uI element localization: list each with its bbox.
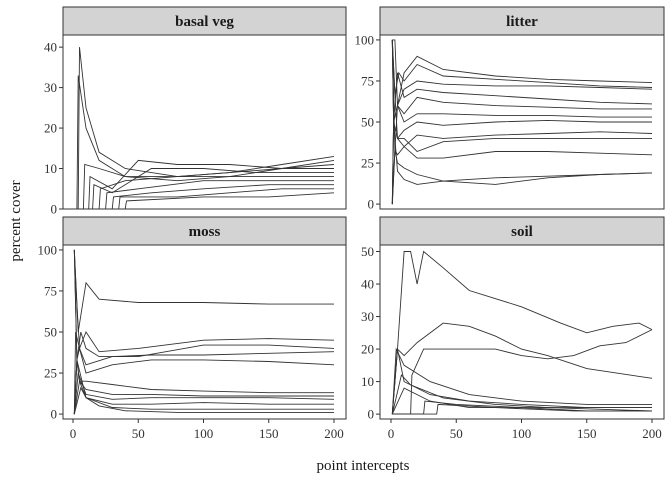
y-tick-label: 0 — [51, 407, 58, 422]
panel-area — [62, 34, 347, 210]
y-axis-title: percent cover — [8, 180, 24, 261]
y-tick-label: 25 — [361, 156, 374, 171]
series-line — [391, 39, 653, 185]
series-line — [73, 386, 334, 415]
facet-panels: basal veg010203040litter0255075100moss02… — [38, 6, 665, 441]
x-tick-label: 200 — [642, 426, 662, 441]
series-line — [73, 249, 335, 353]
series-line — [74, 163, 335, 210]
strip-label: litter — [506, 14, 538, 30]
x-tick-label: 0 — [70, 426, 77, 441]
panel-area — [379, 244, 665, 420]
x-axis-title: point intercepts — [317, 458, 410, 474]
strip-label: soil — [511, 224, 533, 240]
y-tick-label: 10 — [44, 161, 57, 176]
x-tick-label: 100 — [194, 426, 214, 441]
strip-background — [62, 216, 347, 246]
series-line — [73, 249, 334, 333]
series-line — [392, 329, 653, 415]
strip-label: moss — [189, 224, 221, 240]
panel-soil: soil 0 10 20 30 40 50 0 50 100 150 200 — [361, 216, 665, 441]
x-tick-label: 50 — [132, 426, 145, 441]
series-line — [391, 39, 653, 123]
y-tick-label: 50 — [361, 244, 374, 259]
series-line — [73, 249, 335, 374]
series-line — [73, 331, 335, 415]
y-tick-label: 75 — [44, 283, 57, 298]
series-line — [391, 250, 653, 415]
series-line — [391, 349, 652, 415]
y-tick-label: 0 — [368, 197, 375, 212]
series-line — [73, 249, 334, 413]
x-tick-label: 50 — [450, 426, 463, 441]
series-line — [73, 331, 335, 415]
x-tick-label: 100 — [512, 426, 532, 441]
y-tick-label: 10 — [361, 374, 374, 389]
x-tick-label: 150 — [577, 426, 597, 441]
y-tick-label: 30 — [44, 80, 57, 95]
y-tick-label: 100 — [38, 242, 58, 257]
series-line — [73, 359, 334, 415]
y-tick-label: 75 — [361, 73, 374, 88]
panel-basal-veg: basal veg 0 10 20 30 40 — [44, 6, 347, 217]
panel-area — [62, 244, 347, 420]
y-tick-label: 30 — [361, 309, 374, 324]
y-tick-label: 0 — [368, 407, 375, 422]
y-tick-label: 50 — [361, 115, 374, 130]
series-line — [391, 96, 652, 205]
series-line — [74, 159, 334, 210]
strip-background — [62, 6, 347, 36]
series-line — [73, 379, 334, 415]
y-tick-label: 0 — [51, 202, 58, 217]
y-tick-label: 20 — [361, 342, 374, 357]
series-line — [391, 374, 652, 415]
series-line — [391, 387, 653, 415]
series-line — [391, 39, 653, 148]
x-tick-label: 0 — [388, 426, 395, 441]
panel-moss: moss 0 25 50 75 100 0 50 100 150 200 — [38, 216, 347, 441]
panel-litter: litter 0 25 50 75 100 — [355, 6, 665, 212]
series-line — [392, 403, 652, 415]
strip-label: basal veg — [175, 14, 234, 30]
x-tick-label: 200 — [324, 426, 344, 441]
series-line — [73, 372, 335, 415]
y-tick-label: 20 — [44, 121, 57, 136]
series-line — [392, 39, 653, 106]
series-line — [391, 39, 652, 123]
y-tick-label: 50 — [44, 325, 57, 340]
strip-background — [379, 216, 665, 246]
y-tick-label: 40 — [361, 277, 374, 292]
y-tick-label: 100 — [355, 32, 375, 47]
x-tick-label: 150 — [259, 426, 279, 441]
series-line — [391, 322, 653, 415]
series-line — [74, 176, 334, 210]
series-line — [391, 121, 652, 205]
y-tick-label: 25 — [44, 366, 57, 381]
series-line — [74, 47, 335, 210]
y-tick-label: 40 — [44, 40, 57, 55]
series-line — [74, 168, 334, 210]
